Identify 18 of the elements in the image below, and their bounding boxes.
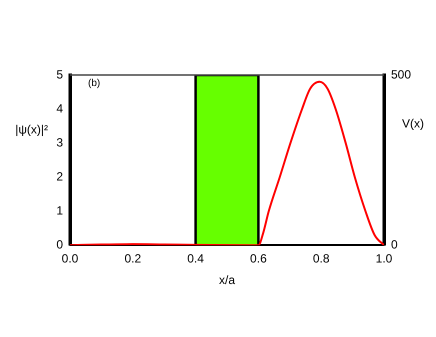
y-axis-title: |ψ(x)|²	[15, 122, 48, 136]
x-tick-label: 0.4	[187, 252, 204, 266]
y-tick-label: 4	[56, 101, 64, 116]
y2-tick-label: 0	[391, 238, 398, 252]
x-tick-label: 0.8	[312, 252, 330, 266]
x-tick-label: 0.6	[250, 252, 268, 266]
x-tick-label: 0.0	[62, 252, 79, 266]
y-tick-label: 0	[56, 238, 64, 252]
x-tick-label: 0.2	[124, 252, 142, 266]
y-tick-label: 2	[56, 169, 64, 184]
y-tick-label: 5	[56, 67, 64, 82]
annotation: (b)	[88, 78, 100, 89]
x-axis-title: x/a	[218, 273, 236, 288]
y-tick-label: 3	[56, 135, 64, 150]
y2-tick-label: 500	[391, 67, 412, 82]
y-tick-label: 1	[56, 203, 64, 218]
y2-axis-title: V(x)	[402, 116, 424, 130]
x-tick-label: 1.0	[376, 252, 393, 266]
